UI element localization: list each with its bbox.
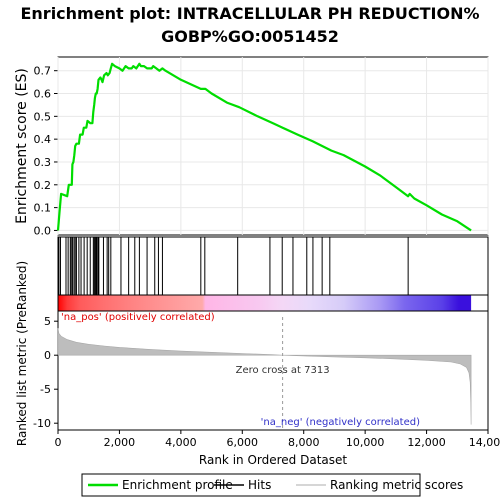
legend-label-2: Hits: [248, 478, 271, 492]
es-ytick-label: 0.2: [34, 179, 52, 192]
xtick-label: 14,000: [469, 436, 500, 449]
chart-title-line2: GOBP%GO:0051452: [161, 27, 339, 46]
ranked-panel-frame: [57, 310, 489, 431]
negative-correlation-label: 'na_neg' (negatively correlated): [261, 417, 420, 428]
positive-correlation-label: 'na_pos' (positively correlated): [61, 312, 215, 323]
es-ytick-label: 0.0: [34, 224, 52, 237]
ranked-ytick-label: -10: [33, 417, 51, 430]
ranked-ytick-label: 0: [44, 349, 51, 362]
es-ytick-label: 0.5: [34, 110, 52, 123]
ranked-ytick-label: -5: [40, 383, 51, 396]
xtick-label: 0: [55, 436, 62, 449]
xtick-label: 12,000: [407, 436, 446, 449]
hits-panel-frame: [57, 236, 489, 296]
es-plot-frame: [57, 56, 489, 236]
enrichment-profile-line: [56, 62, 472, 232]
zero-cross-label: Zero cross at 7313: [236, 365, 330, 376]
xtick-label: 6,000: [227, 436, 259, 449]
legend-box: [81, 473, 421, 497]
es-ylabel: Enrichment score (ES): [14, 68, 30, 224]
xtick-label: 4,000: [165, 436, 197, 449]
es-ytick-label: 0.4: [34, 133, 52, 146]
es-ytick-label: 0.7: [34, 65, 52, 78]
xtick-label: 8,000: [288, 436, 320, 449]
xtick-label: 10,000: [346, 436, 385, 449]
rank-heat-strip: [58, 295, 472, 311]
es-ytick-label: 0.1: [34, 202, 52, 215]
legend-label-1: Enrichment profile: [122, 478, 233, 492]
ranked-ytick-label: 5: [44, 315, 51, 328]
xaxis-label: Rank in Ordered Dataset: [199, 453, 347, 467]
es-ytick-label: 0.3: [34, 156, 52, 169]
es-ytick-label: 0.6: [34, 88, 52, 101]
chart-title-line1: Enrichment plot: INTRACELLULAR PH REDUCT…: [20, 4, 479, 23]
ranked-ylabel: Ranked list metric (PreRanked): [15, 261, 29, 446]
xtick-label: 2,000: [104, 436, 136, 449]
legend-label-3: Ranking metric scores: [330, 478, 463, 492]
